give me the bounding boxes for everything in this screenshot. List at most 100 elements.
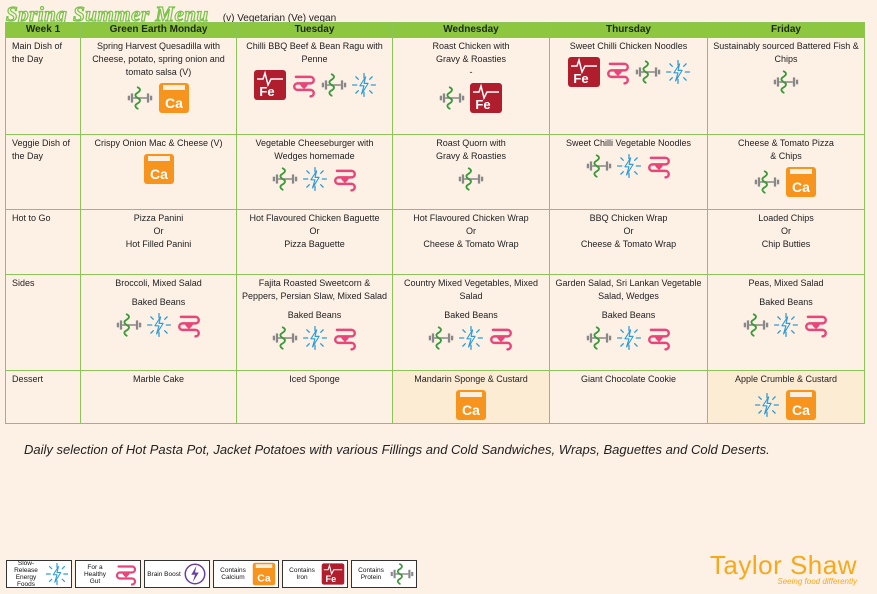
dish-text: Or (466, 226, 476, 236)
protein-icon (754, 169, 780, 195)
menu-cell: Loaded Chips Or Chip Butties (707, 209, 865, 275)
diet-key-note: (v) Vegetarian (Ve) vegan (222, 13, 337, 24)
brand-name: Taylor Shaw (709, 550, 857, 580)
iron-icon: Fe (321, 562, 345, 586)
menu-cell: Apple Crumble & Custard Ca (707, 370, 865, 424)
footer-note: Daily selection of Hot Pasta Pot, Jacket… (24, 442, 770, 457)
svg-text:Ca: Ca (792, 402, 810, 418)
dish-text: Garden Salad, Sri Lankan Vegetable Salad… (555, 278, 702, 301)
column-header: Green Earth Monday (80, 22, 237, 38)
row-label: Main Dish of the Day (5, 37, 81, 135)
column-header: Tuesday (236, 22, 393, 38)
legend-label: For a Healthy Gut (83, 563, 107, 585)
energy-icon (146, 312, 172, 338)
dish-text: Hot Filled Panini (125, 239, 192, 249)
column-header: Week 1 (5, 22, 81, 38)
brand-logo: Taylor Shaw Seeing food differently (710, 552, 857, 586)
protein-icon (116, 312, 142, 338)
nutrition-icons: Fe (396, 82, 546, 114)
nutrition-icons (553, 325, 704, 351)
legend-item: Contains Protein (351, 560, 417, 588)
row-label: Sides (5, 274, 81, 371)
menu-cell: Roast Quorn with Gravy & Roasties (392, 134, 550, 210)
menu-cell: Chilli BBQ Beef & Bean Ragu with Penne Fe (236, 37, 393, 135)
menu-cell: Spring Harvest Quesadilla with Cheese, p… (80, 37, 237, 135)
gut-icon (114, 562, 138, 586)
dish-text: Apple Crumble & Custard (734, 374, 838, 384)
nutrition-icons (553, 153, 704, 179)
dish-text: Cheese & Tomato Wrap (423, 239, 519, 249)
column-header: Friday (707, 22, 865, 38)
protein-icon (743, 312, 769, 338)
menu-cell: BBQ Chicken Wrap Or Cheese & Tomato Wrap (549, 209, 708, 275)
svg-text:Ca: Ca (150, 166, 168, 182)
menu-cell: Vegetable Cheeseburger with Wedges homem… (236, 134, 393, 210)
gut-icon (803, 312, 829, 338)
menu-row: Main Dish of the Day Spring Harvest Quesa… (5, 37, 865, 135)
iron-icon: Fe (253, 69, 287, 101)
nutrition-icons (240, 325, 389, 351)
energy-icon (616, 325, 642, 351)
iron-icon: Fe (469, 82, 503, 114)
dish-text: Cheese & Tomato Wrap (580, 239, 677, 249)
dish-text: Pizza Baguette (284, 239, 345, 249)
nutrition-icons (396, 325, 546, 351)
protein-icon (458, 166, 484, 192)
protein-icon (586, 153, 612, 179)
row-label: Dessert (5, 370, 81, 424)
dish-text: Gravy & Roasties (435, 54, 507, 64)
menu-row: Veggie Dish of the Day Crispy Onion Mac &… (5, 134, 865, 210)
dish-text: Roast Quorn with (436, 138, 506, 148)
menu-table: Week 1 Green Earth Monday Tuesday Wednes… (5, 22, 865, 424)
dish-text: Or (623, 226, 634, 236)
nutrition-icons: Ca (84, 82, 233, 114)
nutrition-icons (396, 166, 546, 192)
menu-cell: Fajita Roasted Sweetcorn & Peppers, Pers… (236, 274, 393, 371)
menu-header-row: Week 1 Green Earth Monday Tuesday Wednes… (5, 22, 865, 38)
legend-item: For a Healthy Gut (75, 560, 141, 588)
menu-row: Dessert Marble Cake Iced Sponge Mandarin Sp… (5, 370, 865, 424)
legend-label: Contains Iron (289, 567, 315, 581)
svg-text:Ca: Ca (462, 402, 480, 418)
energy-icon (773, 312, 799, 338)
protein-icon (272, 166, 298, 192)
dish-text: Baked Beans (287, 310, 342, 320)
brand-tagline: Seeing food differently (777, 577, 857, 586)
dish-text: Crispy Onion Mac & Cheese (V) (94, 138, 223, 148)
energy-icon (754, 392, 780, 418)
dish-text: Baked Beans (131, 297, 186, 307)
legend-item: Contains Iron Fe (282, 560, 348, 588)
nutrition-icons: Ca (396, 389, 546, 421)
dish-text: Or (153, 226, 164, 236)
energy-icon (458, 325, 484, 351)
svg-text:Ca: Ca (165, 95, 183, 111)
menu-cell: Garden Salad, Sri Lankan Vegetable Salad… (549, 274, 708, 371)
energy-icon (302, 325, 328, 351)
menu-cell: Pizza Panini Or Hot Filled Panini (80, 209, 237, 275)
protein-icon (773, 69, 799, 95)
gut-icon (332, 325, 358, 351)
dish-text: Or (309, 226, 320, 236)
menu-cell: Sweet Chilli Chicken Noodles Fe (549, 37, 708, 135)
dish-text: Baked Beans (444, 310, 498, 320)
dish-text: Chip Butties (761, 239, 811, 249)
column-header: Thursday (549, 22, 708, 38)
menu-cell: Hot Flavoured Chicken Baguette Or Pizza Ba… (236, 209, 393, 275)
gut-icon (488, 325, 514, 351)
dish-text: Or (781, 226, 791, 236)
legend-label: Contains Protein (358, 567, 384, 581)
energy-icon (616, 153, 642, 179)
energy-icon (665, 59, 691, 85)
calcium-icon: Ca (252, 562, 276, 586)
row-label: Hot to Go (5, 209, 81, 275)
menu-cell: Broccoli, Mixed Salad Baked Beans (80, 274, 237, 371)
dish-text: Marble Cake (132, 374, 185, 384)
protein-icon (635, 59, 661, 85)
menu-cell: Iced Sponge (236, 370, 393, 424)
gut-icon (332, 166, 358, 192)
calcium-icon: Ca (157, 82, 191, 114)
energy-icon (302, 166, 328, 192)
svg-text:Fe: Fe (475, 97, 490, 112)
svg-text:Fe: Fe (259, 84, 274, 99)
row-label: Veggie Dish of the Day (5, 134, 81, 210)
